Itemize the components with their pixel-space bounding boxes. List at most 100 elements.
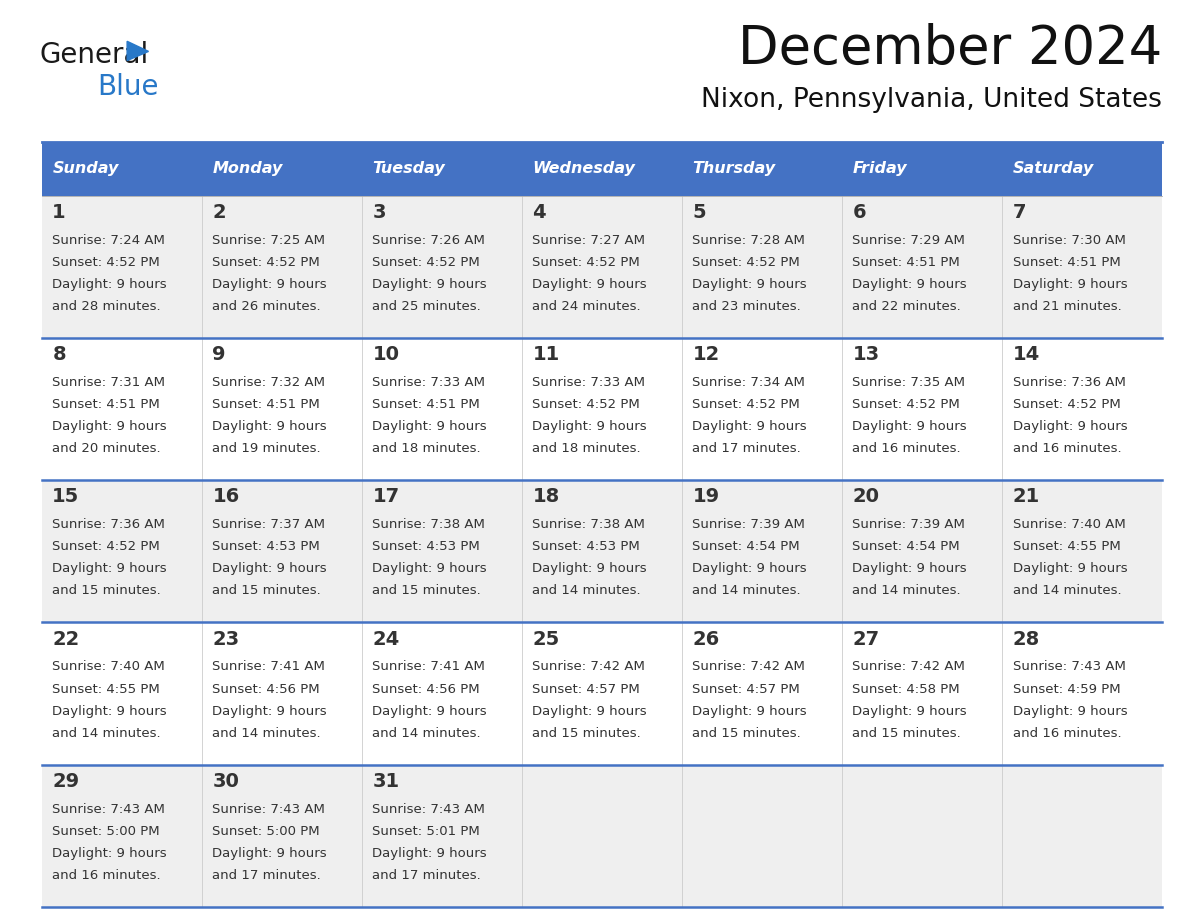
Text: 10: 10 bbox=[372, 345, 399, 364]
Text: Sunrise: 7:25 AM: Sunrise: 7:25 AM bbox=[213, 233, 326, 247]
Text: Sunrise: 7:39 AM: Sunrise: 7:39 AM bbox=[853, 518, 966, 532]
Text: 7: 7 bbox=[1012, 203, 1026, 222]
Text: Daylight: 9 hours: Daylight: 9 hours bbox=[1012, 563, 1127, 576]
Text: Daylight: 9 hours: Daylight: 9 hours bbox=[52, 847, 166, 860]
Text: Sunrise: 7:43 AM: Sunrise: 7:43 AM bbox=[372, 802, 485, 816]
Text: and 15 minutes.: and 15 minutes. bbox=[213, 585, 321, 598]
Text: Daylight: 9 hours: Daylight: 9 hours bbox=[1012, 420, 1127, 433]
Text: and 15 minutes.: and 15 minutes. bbox=[532, 727, 642, 740]
Polygon shape bbox=[127, 41, 148, 61]
Bar bbox=[1001, 338, 1162, 480]
Bar bbox=[842, 142, 1001, 196]
Text: Sunset: 4:51 PM: Sunset: 4:51 PM bbox=[853, 255, 960, 269]
Text: Sunrise: 7:36 AM: Sunrise: 7:36 AM bbox=[52, 518, 165, 532]
Text: Sunset: 4:52 PM: Sunset: 4:52 PM bbox=[532, 255, 640, 269]
Text: 13: 13 bbox=[853, 345, 879, 364]
Text: Daylight: 9 hours: Daylight: 9 hours bbox=[52, 420, 166, 433]
Bar bbox=[202, 480, 361, 622]
Text: Sunset: 4:57 PM: Sunset: 4:57 PM bbox=[693, 682, 801, 696]
Text: Daylight: 9 hours: Daylight: 9 hours bbox=[213, 847, 327, 860]
Bar bbox=[842, 480, 1001, 622]
Text: Sunset: 4:52 PM: Sunset: 4:52 PM bbox=[372, 255, 480, 269]
Text: Sunrise: 7:37 AM: Sunrise: 7:37 AM bbox=[213, 518, 326, 532]
Text: and 16 minutes.: and 16 minutes. bbox=[52, 869, 160, 882]
Text: and 14 minutes.: and 14 minutes. bbox=[532, 585, 642, 598]
Bar bbox=[682, 765, 842, 907]
Text: 1: 1 bbox=[52, 203, 65, 222]
Text: Sunset: 4:51 PM: Sunset: 4:51 PM bbox=[1012, 255, 1120, 269]
Text: and 26 minutes.: and 26 minutes. bbox=[213, 300, 321, 313]
Text: 31: 31 bbox=[372, 772, 399, 791]
Text: Daylight: 9 hours: Daylight: 9 hours bbox=[532, 705, 647, 718]
Text: Sunset: 4:53 PM: Sunset: 4:53 PM bbox=[372, 540, 480, 554]
Text: 19: 19 bbox=[693, 487, 720, 507]
Text: and 16 minutes.: and 16 minutes. bbox=[853, 442, 961, 455]
Text: Sunset: 4:58 PM: Sunset: 4:58 PM bbox=[853, 682, 960, 696]
Text: 6: 6 bbox=[853, 203, 866, 222]
Text: and 21 minutes.: and 21 minutes. bbox=[1012, 300, 1121, 313]
Text: and 17 minutes.: and 17 minutes. bbox=[213, 869, 321, 882]
Text: and 14 minutes.: and 14 minutes. bbox=[213, 727, 321, 740]
Bar bbox=[42, 765, 202, 907]
Text: Daylight: 9 hours: Daylight: 9 hours bbox=[693, 705, 807, 718]
Text: and 19 minutes.: and 19 minutes. bbox=[213, 442, 321, 455]
Text: 25: 25 bbox=[532, 630, 560, 649]
Text: Sunrise: 7:43 AM: Sunrise: 7:43 AM bbox=[213, 802, 326, 816]
Bar bbox=[842, 765, 1001, 907]
Text: 28: 28 bbox=[1012, 630, 1040, 649]
Text: Sunrise: 7:33 AM: Sunrise: 7:33 AM bbox=[532, 375, 645, 389]
Text: 24: 24 bbox=[372, 630, 399, 649]
Text: Sunset: 4:53 PM: Sunset: 4:53 PM bbox=[532, 540, 640, 554]
Text: Sunrise: 7:42 AM: Sunrise: 7:42 AM bbox=[532, 660, 645, 674]
Bar bbox=[42, 196, 202, 338]
Text: 26: 26 bbox=[693, 630, 720, 649]
Text: 15: 15 bbox=[52, 487, 80, 507]
Text: 16: 16 bbox=[213, 487, 240, 507]
Text: Sunset: 4:52 PM: Sunset: 4:52 PM bbox=[853, 397, 960, 411]
Text: Daylight: 9 hours: Daylight: 9 hours bbox=[213, 278, 327, 291]
Text: 14: 14 bbox=[1012, 345, 1040, 364]
Text: 29: 29 bbox=[52, 772, 80, 791]
Text: December 2024: December 2024 bbox=[738, 23, 1162, 75]
Text: 3: 3 bbox=[372, 203, 386, 222]
Text: Sunrise: 7:34 AM: Sunrise: 7:34 AM bbox=[693, 375, 805, 389]
Text: and 15 minutes.: and 15 minutes. bbox=[853, 727, 961, 740]
Text: Sunset: 5:00 PM: Sunset: 5:00 PM bbox=[52, 824, 160, 838]
Text: Sunrise: 7:41 AM: Sunrise: 7:41 AM bbox=[372, 660, 485, 674]
Bar bbox=[361, 765, 522, 907]
Text: Sunset: 4:52 PM: Sunset: 4:52 PM bbox=[532, 397, 640, 411]
Text: Sunset: 4:57 PM: Sunset: 4:57 PM bbox=[532, 682, 640, 696]
Bar bbox=[522, 480, 682, 622]
Bar bbox=[522, 622, 682, 765]
Text: Daylight: 9 hours: Daylight: 9 hours bbox=[213, 420, 327, 433]
Text: Sunrise: 7:27 AM: Sunrise: 7:27 AM bbox=[532, 233, 645, 247]
Text: and 18 minutes.: and 18 minutes. bbox=[532, 442, 642, 455]
Text: 23: 23 bbox=[213, 630, 240, 649]
Bar bbox=[202, 196, 361, 338]
Text: Sunset: 5:01 PM: Sunset: 5:01 PM bbox=[372, 824, 480, 838]
Bar bbox=[842, 196, 1001, 338]
Text: 22: 22 bbox=[52, 630, 80, 649]
Bar bbox=[202, 622, 361, 765]
Text: and 25 minutes.: and 25 minutes. bbox=[372, 300, 481, 313]
Text: Monday: Monday bbox=[213, 162, 283, 176]
Text: Sunrise: 7:41 AM: Sunrise: 7:41 AM bbox=[213, 660, 326, 674]
Text: Sunset: 4:54 PM: Sunset: 4:54 PM bbox=[693, 540, 800, 554]
Text: Sunrise: 7:43 AM: Sunrise: 7:43 AM bbox=[52, 802, 165, 816]
Text: and 24 minutes.: and 24 minutes. bbox=[532, 300, 642, 313]
Text: Daylight: 9 hours: Daylight: 9 hours bbox=[853, 278, 967, 291]
Bar bbox=[682, 480, 842, 622]
Text: Sunset: 4:56 PM: Sunset: 4:56 PM bbox=[213, 682, 320, 696]
Text: Sunrise: 7:26 AM: Sunrise: 7:26 AM bbox=[372, 233, 485, 247]
Text: Sunset: 4:55 PM: Sunset: 4:55 PM bbox=[1012, 540, 1120, 554]
Bar bbox=[682, 622, 842, 765]
Text: Sunrise: 7:30 AM: Sunrise: 7:30 AM bbox=[1012, 233, 1125, 247]
Bar bbox=[361, 622, 522, 765]
Text: Sunrise: 7:40 AM: Sunrise: 7:40 AM bbox=[52, 660, 165, 674]
Text: and 14 minutes.: and 14 minutes. bbox=[52, 727, 160, 740]
Text: Daylight: 9 hours: Daylight: 9 hours bbox=[693, 420, 807, 433]
Text: 20: 20 bbox=[853, 487, 879, 507]
Text: 18: 18 bbox=[532, 487, 560, 507]
Bar bbox=[361, 480, 522, 622]
Text: Daylight: 9 hours: Daylight: 9 hours bbox=[52, 278, 166, 291]
